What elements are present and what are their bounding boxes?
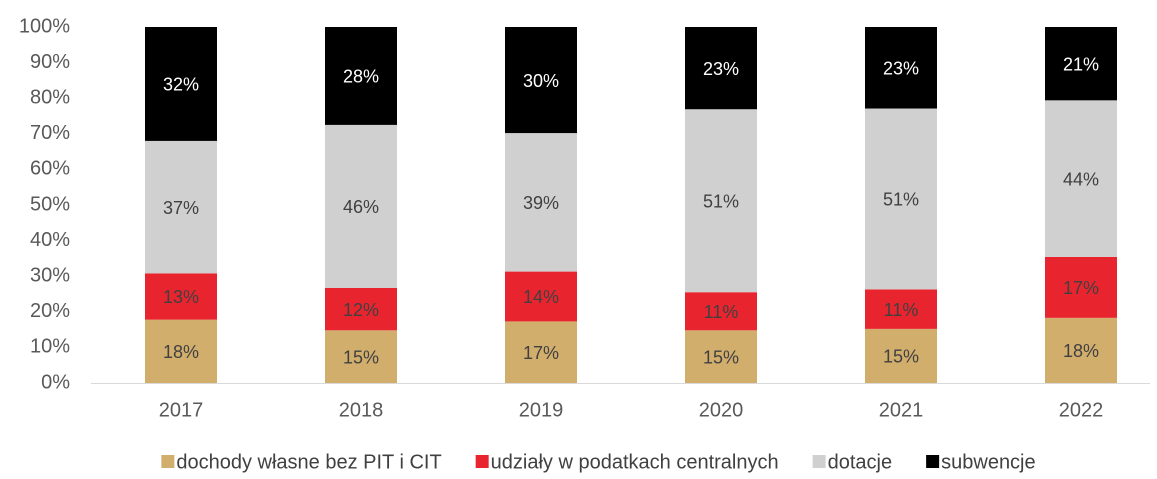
data-label: 32% bbox=[163, 75, 199, 95]
legend-swatch bbox=[161, 455, 175, 468]
legend-label: subwencje bbox=[941, 451, 1036, 473]
data-label: 39% bbox=[523, 193, 559, 213]
bar-segment bbox=[325, 330, 397, 383]
y-tick-label: 100% bbox=[19, 15, 70, 37]
legend-label: dochody własne bez PIT i CIT bbox=[176, 451, 441, 473]
bar-segment bbox=[145, 27, 217, 141]
data-label: 46% bbox=[343, 197, 379, 217]
bar-segment bbox=[145, 273, 217, 320]
data-label: 13% bbox=[163, 287, 199, 307]
legend-swatch bbox=[926, 455, 940, 468]
bar-segment bbox=[505, 321, 577, 383]
x-tick-label: 2020 bbox=[699, 399, 744, 421]
bar-segment bbox=[685, 109, 757, 293]
data-label: 37% bbox=[163, 198, 199, 218]
bar-segment bbox=[685, 330, 757, 383]
data-label: 11% bbox=[704, 302, 739, 322]
x-tick-label: 2019 bbox=[519, 399, 564, 421]
data-label: 51% bbox=[883, 190, 919, 210]
y-tick-label: 90% bbox=[30, 51, 70, 73]
bar-segment bbox=[685, 27, 757, 110]
data-label: 23% bbox=[883, 59, 919, 79]
y-tick-label: 30% bbox=[30, 264, 70, 286]
y-tick-label: 10% bbox=[30, 336, 70, 358]
bar-segment bbox=[505, 271, 577, 322]
bar-segment bbox=[1045, 100, 1117, 257]
y-tick-label: 80% bbox=[30, 86, 70, 108]
data-label: 23% bbox=[703, 59, 739, 79]
bar-segment bbox=[685, 292, 757, 331]
y-tick-label: 60% bbox=[30, 158, 70, 180]
data-label: 30% bbox=[523, 71, 559, 91]
data-label: 18% bbox=[163, 342, 199, 362]
data-label: 17% bbox=[523, 343, 559, 363]
data-label: 14% bbox=[523, 287, 559, 307]
data-label: 15% bbox=[703, 347, 739, 367]
legend-swatch bbox=[475, 455, 489, 468]
data-label: 28% bbox=[343, 67, 379, 87]
bar-segment bbox=[325, 124, 397, 288]
y-tick-label: 40% bbox=[30, 229, 70, 251]
data-label: 15% bbox=[883, 347, 919, 367]
data-label: 51% bbox=[703, 191, 739, 211]
y-tick-label: 0% bbox=[41, 371, 70, 393]
bar-segment bbox=[1045, 27, 1117, 101]
bar-segment bbox=[1045, 256, 1117, 318]
data-label: 12% bbox=[343, 300, 379, 320]
x-tick-label: 2018 bbox=[339, 399, 384, 421]
bar-segment bbox=[325, 287, 397, 331]
y-tick-label: 50% bbox=[30, 193, 70, 215]
x-tick-label: 2022 bbox=[1059, 399, 1104, 421]
y-tick-label: 70% bbox=[30, 122, 70, 144]
bar-segment bbox=[505, 27, 577, 134]
bar-segment bbox=[505, 133, 577, 272]
bar-segment bbox=[865, 328, 937, 383]
bar-segment bbox=[145, 319, 217, 383]
bar-segment bbox=[865, 289, 937, 329]
bar-segment bbox=[865, 108, 937, 290]
data-label: 18% bbox=[1063, 341, 1099, 361]
y-tick-label: 20% bbox=[30, 300, 70, 322]
data-label: 17% bbox=[1063, 278, 1099, 298]
bar-segment bbox=[145, 140, 217, 274]
data-label: 44% bbox=[1063, 169, 1099, 189]
data-label: 15% bbox=[343, 347, 379, 367]
bar-segment bbox=[1045, 317, 1117, 383]
data-label: 11% bbox=[884, 300, 919, 320]
x-tick-label: 2017 bbox=[159, 399, 204, 421]
bar-segment bbox=[865, 27, 937, 109]
legend-label: udziały w podatkach centralnych bbox=[491, 451, 779, 473]
legend-label: dotacje bbox=[828, 451, 893, 473]
legend-swatch bbox=[812, 455, 826, 468]
data-label: 21% bbox=[1063, 54, 1099, 74]
x-tick-label: 2021 bbox=[879, 399, 924, 421]
bar-segment bbox=[325, 27, 397, 125]
